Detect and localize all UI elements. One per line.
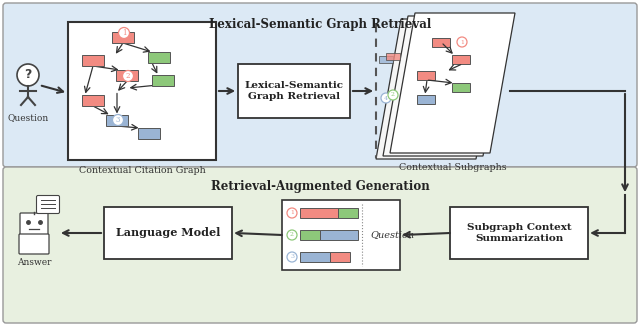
Bar bbox=[300, 252, 330, 262]
Circle shape bbox=[287, 208, 297, 218]
Bar bbox=[320, 230, 358, 240]
Bar bbox=[82, 95, 104, 106]
Bar bbox=[152, 75, 174, 86]
Bar bbox=[68, 22, 216, 160]
Bar bbox=[282, 200, 400, 270]
Text: 4: 4 bbox=[384, 96, 388, 100]
Bar bbox=[452, 83, 470, 92]
Circle shape bbox=[113, 114, 124, 126]
Bar bbox=[338, 208, 358, 218]
Bar bbox=[238, 64, 350, 118]
Text: Question: Question bbox=[370, 230, 414, 240]
Bar bbox=[330, 252, 350, 262]
FancyBboxPatch shape bbox=[3, 167, 637, 323]
Text: Lexical-Semantic
Graph Retrieval: Lexical-Semantic Graph Retrieval bbox=[244, 81, 344, 101]
Polygon shape bbox=[376, 19, 501, 159]
Text: Language Model: Language Model bbox=[116, 228, 220, 239]
Circle shape bbox=[122, 70, 134, 82]
Bar bbox=[417, 95, 435, 104]
FancyBboxPatch shape bbox=[20, 213, 48, 235]
Bar bbox=[112, 32, 134, 43]
Bar bbox=[450, 207, 588, 259]
Bar bbox=[386, 53, 400, 60]
Bar bbox=[148, 52, 170, 63]
Text: 2: 2 bbox=[290, 232, 294, 238]
Text: 3: 3 bbox=[116, 116, 120, 124]
Text: 2: 2 bbox=[391, 93, 395, 97]
Polygon shape bbox=[390, 13, 515, 153]
Text: ?: ? bbox=[24, 68, 32, 82]
Bar bbox=[82, 55, 104, 66]
Text: Answer: Answer bbox=[17, 258, 51, 267]
FancyBboxPatch shape bbox=[3, 3, 637, 167]
Circle shape bbox=[381, 93, 391, 103]
Text: 1: 1 bbox=[122, 29, 126, 37]
Text: Question: Question bbox=[8, 113, 49, 122]
Bar bbox=[417, 71, 435, 80]
Bar bbox=[138, 128, 160, 139]
Circle shape bbox=[287, 230, 297, 240]
Bar bbox=[300, 208, 338, 218]
Text: Contextual Subgraphs: Contextual Subgraphs bbox=[399, 163, 506, 172]
Bar bbox=[104, 207, 232, 259]
FancyBboxPatch shape bbox=[19, 234, 49, 254]
Bar bbox=[452, 55, 470, 64]
Text: Lexical-Semantic Graph Retrieval: Lexical-Semantic Graph Retrieval bbox=[209, 18, 431, 31]
Circle shape bbox=[118, 27, 129, 38]
FancyBboxPatch shape bbox=[36, 196, 60, 214]
Circle shape bbox=[388, 90, 398, 100]
Text: Subgraph Context
Summarization: Subgraph Context Summarization bbox=[467, 223, 572, 243]
Bar bbox=[106, 115, 128, 126]
Bar bbox=[116, 70, 138, 81]
Circle shape bbox=[17, 64, 39, 86]
Bar bbox=[432, 38, 450, 47]
Circle shape bbox=[287, 252, 297, 262]
Text: 2: 2 bbox=[125, 72, 131, 80]
Text: Contextual Citation Graph: Contextual Citation Graph bbox=[79, 166, 205, 175]
Text: 1: 1 bbox=[460, 39, 464, 45]
Bar bbox=[379, 56, 393, 63]
Text: 3: 3 bbox=[290, 255, 294, 259]
Text: 1: 1 bbox=[290, 211, 294, 215]
Circle shape bbox=[457, 37, 467, 47]
Bar bbox=[300, 230, 320, 240]
Text: Retrieval-Augmented Generation: Retrieval-Augmented Generation bbox=[211, 180, 429, 193]
Polygon shape bbox=[383, 16, 508, 156]
